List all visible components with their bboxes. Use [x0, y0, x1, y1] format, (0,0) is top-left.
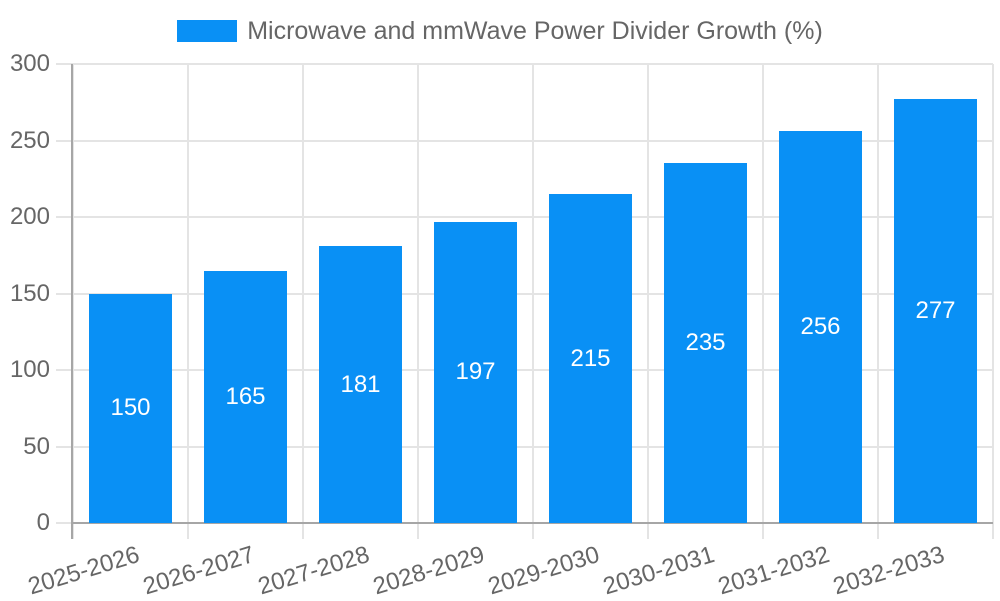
gridline-horizontal [56, 139, 993, 142]
gridline-vertical [417, 64, 419, 539]
x-tick-label: 2028-2029 [369, 541, 488, 601]
bar-value-label: 197 [455, 358, 496, 386]
x-tick-label: 2025-2026 [24, 541, 143, 601]
gridline-horizontal [56, 369, 993, 371]
x-tick-label: 2029-2030 [484, 541, 603, 601]
bar-value-label: 235 [685, 329, 726, 357]
legend-label: Microwave and mmWave Power Divider Growt… [247, 17, 823, 45]
gridline-horizontal [56, 216, 993, 218]
bar-2032-2033: 277 [894, 99, 977, 523]
gridline-vertical [992, 64, 994, 539]
y-tick-label: 250 [9, 126, 50, 154]
gridline-vertical [302, 64, 304, 539]
bar-value-label: 150 [110, 394, 151, 422]
bar-2029-2030: 215 [549, 194, 632, 523]
bar-value-label: 165 [225, 382, 266, 410]
y-tick-label: 150 [9, 279, 50, 307]
bar-value-label: 256 [800, 313, 841, 341]
x-axis-line [71, 522, 993, 524]
gridline-vertical [187, 64, 189, 539]
bar-value-label: 215 [570, 344, 611, 372]
legend-swatch [177, 20, 238, 42]
x-tick-label: 2026-2027 [139, 541, 258, 601]
y-tick-label: 100 [9, 356, 50, 383]
x-tick-label: 2027-2028 [254, 541, 373, 601]
y-axis-tick [56, 522, 73, 524]
gridline-vertical [647, 64, 649, 539]
gridline-horizontal [56, 63, 993, 65]
bar-2027-2028: 181 [319, 246, 402, 523]
y-tick-label: 300 [9, 50, 50, 77]
bar-value-label: 277 [915, 297, 956, 325]
y-tick-label: 50 [23, 432, 50, 460]
y-tick-label: 200 [9, 203, 50, 230]
bar-2028-2029: 197 [434, 221, 517, 523]
y-axis-line [71, 64, 73, 539]
bar-2026-2027: 165 [204, 270, 287, 523]
x-tick-label: 2032-2033 [829, 541, 948, 601]
bar-2030-2031: 235 [664, 163, 747, 523]
gridline-vertical [762, 64, 764, 539]
x-tick-label: 2030-2031 [599, 541, 718, 601]
bar-value-label: 181 [340, 370, 381, 398]
x-tick-label: 2031-2032 [714, 541, 833, 601]
gridline-vertical [72, 64, 74, 539]
gridline-horizontal [56, 445, 993, 448]
gridline-horizontal [56, 292, 993, 295]
bar-2025-2026: 150 [89, 293, 172, 523]
gridline-vertical [877, 64, 879, 539]
bar-2031-2032: 256 [779, 131, 862, 523]
gridline-vertical [532, 64, 534, 539]
legend-item[interactable]: Microwave and mmWave Power Divider Growt… [0, 17, 1000, 45]
y-tick-label: 0 [36, 509, 50, 536]
